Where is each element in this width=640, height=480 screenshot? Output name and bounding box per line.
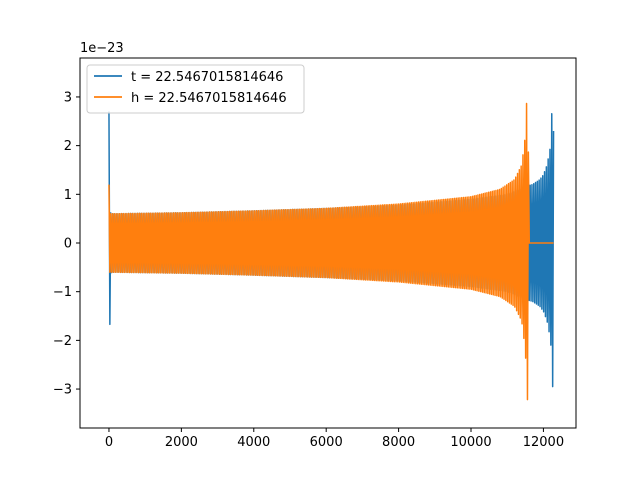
x-tick-label: 12000 <box>523 435 564 450</box>
legend-label-series-1: t = 22.5467015814646 <box>131 70 283 85</box>
x-tick-label: 6000 <box>310 435 343 450</box>
series-layer <box>108 102 555 401</box>
y-tick-label: 0 <box>64 237 72 252</box>
y-scale-label: 1e−23 <box>80 41 124 56</box>
legend: t = 22.5467015814646 h = 22.546701581464… <box>86 64 305 114</box>
y-tick-label: 2 <box>64 139 72 154</box>
x-tick-label: 10000 <box>450 435 491 450</box>
y-tick-label: 3 <box>64 90 72 105</box>
y-tick-label: −3 <box>53 383 72 398</box>
x-axis-ticks: 0 2000 4000 6000 8000 10000 12000 <box>105 428 564 450</box>
y-tick-label: 1 <box>64 188 72 203</box>
x-tick-label: 2000 <box>165 435 198 450</box>
x-tick-label: 8000 <box>382 435 415 450</box>
series-line-2 <box>108 102 554 401</box>
plot-area <box>108 102 555 401</box>
x-tick-label: 4000 <box>237 435 270 450</box>
y-tick-label: −1 <box>53 285 72 300</box>
legend-box <box>86 64 305 114</box>
legend-label-series-2: h = 22.5467015814646 <box>131 91 287 106</box>
y-tick-label: −2 <box>53 334 72 349</box>
x-tick-label: 0 <box>105 435 113 450</box>
y-axis-ticks: −3 −2 −1 0 1 2 3 <box>53 90 80 398</box>
